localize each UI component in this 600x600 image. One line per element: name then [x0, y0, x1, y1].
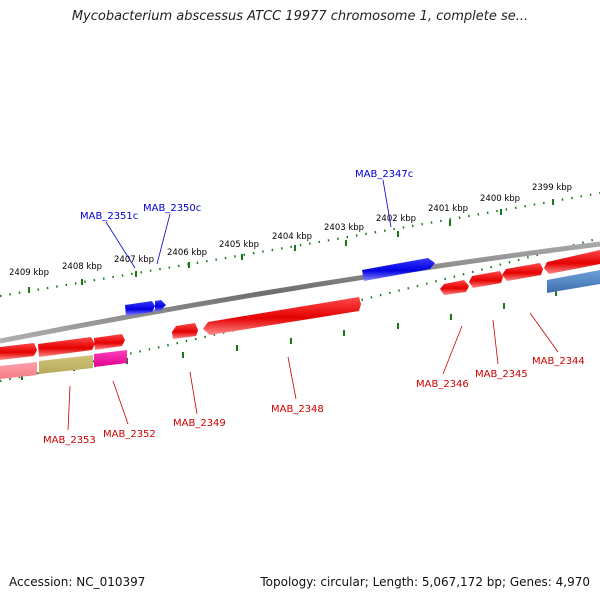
scale-labels: 2409 kbp 2408 kbp 2407 kbp 2406 kbp 2405…	[9, 183, 572, 278]
leader-lines-forward	[67, 312, 559, 431]
topology-summary: Topology: circular; Length: 5,067,172 bp…	[260, 575, 590, 589]
gene-mab-2348[interactable]	[203, 297, 361, 335]
feature-steel[interactable]	[547, 270, 600, 293]
scale-label: 2401 kbp	[428, 204, 468, 214]
gene-red[interactable]	[544, 250, 600, 274]
gene-mab-2350c[interactable]	[155, 300, 166, 312]
gene-mab-2347c[interactable]	[362, 258, 435, 281]
genome-backbone	[0, 241, 600, 344]
forward-strand-genes	[0, 250, 600, 360]
scale-label: 2407 kbp	[114, 255, 154, 265]
reverse-strand-genes	[125, 258, 435, 316]
gene-label[interactable]: MAB_2345	[475, 369, 528, 380]
scale-label: 2404 kbp	[272, 232, 312, 242]
scale-label: 2405 kbp	[219, 240, 259, 250]
scale-label: 2402 kbp	[376, 214, 416, 224]
gene-mab-2344[interactable]	[502, 263, 543, 281]
gene-label[interactable]: MAB_2346	[416, 379, 469, 390]
scale-label: 2406 kbp	[167, 248, 207, 258]
scale-major-ticks	[28, 199, 554, 293]
accession-text: Accession: NC_010397	[9, 575, 146, 589]
gene-mab-2349[interactable]	[172, 323, 198, 339]
gene-labels-reverse: MAB_2351c MAB_2350c MAB_2347c	[80, 169, 413, 222]
leader-lines-reverse	[105, 179, 392, 269]
gene-label[interactable]: MAB_2350c	[143, 203, 201, 214]
gene-label[interactable]: MAB_2344	[532, 356, 585, 367]
inner-major-ticks	[21, 290, 557, 380]
gene-label[interactable]: MAB_2352	[103, 429, 156, 440]
gene-mab-2345[interactable]	[469, 271, 503, 288]
gene-label[interactable]: MAB_2348	[271, 404, 324, 415]
gene-red[interactable]	[94, 334, 125, 350]
gene-label[interactable]: MAB_2347c	[355, 169, 413, 180]
scale-label: 2400 kbp	[480, 194, 520, 204]
gene-label[interactable]: MAB_2351c	[80, 211, 138, 222]
scale-label: 2409 kbp	[9, 268, 49, 278]
gene-mab-2346[interactable]	[440, 280, 469, 295]
map-title: Mycobacterium abscessus ATCC 19977 chrom…	[71, 9, 529, 24]
scale-label: 2408 kbp	[62, 262, 102, 272]
scale-label: 2403 kbp	[324, 223, 364, 233]
scale-ring	[0, 191, 600, 298]
feature-magenta[interactable]	[94, 350, 127, 367]
gene-label[interactable]: MAB_2353	[43, 435, 96, 446]
feature-pink[interactable]	[0, 362, 37, 379]
gene-labels-forward: MAB_2353 MAB_2352 MAB_2349 MAB_2348 MAB_…	[43, 356, 585, 446]
gene-mab-2351c[interactable]	[125, 301, 155, 316]
feature-track	[0, 270, 600, 379]
gene-label[interactable]: MAB_2349	[173, 418, 226, 429]
gene-red[interactable]	[0, 343, 37, 360]
gene-red[interactable]	[38, 337, 95, 357]
scale-label: 2399 kbp	[532, 183, 572, 193]
feature-olive[interactable]	[39, 355, 93, 374]
